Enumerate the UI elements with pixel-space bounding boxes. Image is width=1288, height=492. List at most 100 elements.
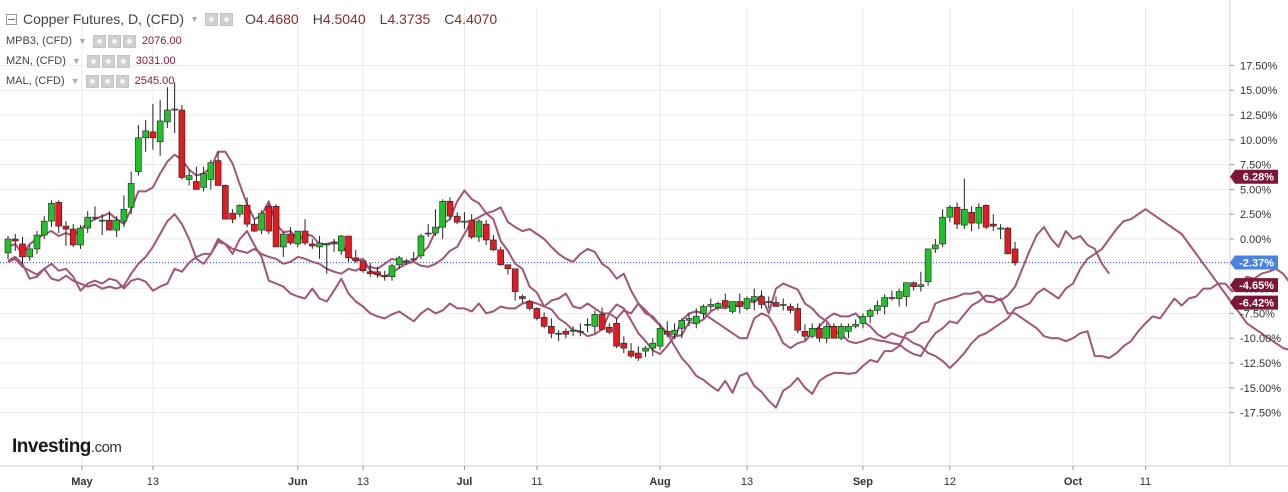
settings-icon[interactable]: [107, 34, 121, 48]
overlay-line: [7, 150, 1111, 358]
candle-body: [548, 325, 555, 334]
candle: [280, 232, 287, 257]
settings-icon[interactable]: [100, 74, 114, 88]
candle: [866, 308, 874, 324]
candle: [627, 343, 635, 359]
candle: [758, 290, 765, 309]
y-tick-label: 12.50%: [1240, 110, 1278, 122]
overlay-name[interactable]: MPB3, (CFD): [6, 35, 72, 47]
candle: [48, 200, 55, 228]
time-axis[interactable]: May 13 Jun 13 Jul 11 Aug 13 Sep 12 Oct 11: [71, 466, 1151, 488]
settings-icon[interactable]: [219, 12, 233, 26]
main-symbol-legend[interactable]: Copper Futures, D, (CFD) ▼ O4.4680 H4.50…: [6, 10, 497, 28]
x-tick-label: Oct: [1064, 476, 1083, 488]
visibility-toggle-icon[interactable]: [85, 74, 99, 88]
candle: [765, 296, 773, 309]
candle: [816, 323, 823, 343]
overlay-legend-mpb3[interactable]: MPB3, (CFD) ▼ 2076.00: [6, 32, 182, 50]
remove-icon[interactable]: [116, 54, 130, 68]
main-symbol-name[interactable]: Copper Futures, D, (CFD): [23, 11, 185, 27]
candle: [743, 296, 751, 311]
candle-body: [1004, 227, 1012, 255]
candle-body: [671, 329, 678, 335]
candle: [729, 301, 736, 314]
candle: [243, 197, 251, 228]
candle-body: [417, 235, 425, 257]
candle: [106, 211, 113, 231]
candle: [700, 304, 707, 319]
overlay-name[interactable]: MZN, (CFD): [6, 55, 66, 67]
price-axis[interactable]: 17.50% 15.00% 12.50% 10.00% 7.50% 5.00% 2.50% 0…: [1230, 60, 1281, 420]
overlay-legend-mzn[interactable]: MZN, (CFD) ▼ 3031.00: [6, 52, 176, 70]
candle-body: [939, 216, 946, 245]
y-tick-label: 17.50%: [1240, 60, 1278, 72]
candle: [11, 234, 19, 251]
dropdown-caret-icon[interactable]: ▼: [71, 56, 81, 66]
remove-icon[interactable]: [115, 74, 129, 88]
candle-body: [40, 220, 48, 236]
candle-body: [729, 301, 736, 312]
candle: [69, 224, 77, 247]
overlay-name[interactable]: MAL, (CFD): [6, 75, 65, 87]
y-tick-label: 7.50%: [1240, 160, 1271, 172]
candle-body: [482, 223, 490, 241]
candle-body: [707, 304, 715, 307]
candle-body: [258, 212, 265, 231]
candle: [678, 318, 686, 339]
candle: [852, 319, 859, 329]
collapse-legend-icon[interactable]: [6, 13, 17, 25]
candle: [606, 323, 613, 335]
candle: [388, 263, 396, 281]
candle: [323, 243, 331, 274]
candle-body: [852, 324, 859, 327]
candle-body: [750, 296, 758, 301]
candle: [946, 205, 954, 223]
overlay-line: [7, 206, 1288, 369]
visibility-toggle-icon[interactable]: [86, 54, 100, 68]
candle-body: [337, 235, 345, 252]
overlay-legend-mal[interactable]: MAL, (CFD) ▼ 2545.00: [6, 72, 174, 90]
candle: [721, 293, 729, 309]
open-value: 4.4680: [255, 11, 299, 27]
x-tick-label: Sep: [853, 476, 873, 488]
price-tag: -4.65%: [1230, 278, 1278, 293]
candle: [113, 216, 120, 238]
candle: [19, 237, 26, 264]
y-tick-label: -10.00%: [1240, 333, 1281, 345]
x-tick-label: May: [71, 476, 93, 488]
settings-icon[interactable]: [101, 54, 115, 68]
candle-body: [77, 227, 84, 246]
close-value: 4.4070: [454, 11, 498, 27]
y-tick-label: 0.00%: [1240, 234, 1271, 246]
candle: [337, 235, 345, 255]
candle: [577, 323, 584, 337]
candle-body: [808, 327, 816, 337]
candle-body: [229, 212, 236, 220]
candle: [620, 336, 628, 354]
candle-body: [388, 265, 396, 277]
dropdown-caret-icon[interactable]: ▼: [70, 76, 80, 86]
high-value: 4.5040: [322, 11, 366, 27]
dropdown-caret-icon[interactable]: ▼: [78, 36, 87, 46]
candle-body: [511, 268, 519, 292]
dropdown-caret-icon[interactable]: ▼: [190, 14, 199, 24]
candle-body: [352, 257, 360, 262]
visibility-toggle-icon[interactable]: [92, 34, 106, 48]
remove-icon[interactable]: [122, 34, 136, 48]
candle: [142, 119, 149, 152]
candle: [823, 323, 830, 344]
visibility-toggle-icon[interactable]: [204, 12, 218, 26]
x-tick-label: 13: [357, 476, 369, 488]
candle-body: [214, 160, 222, 186]
candle-body: [953, 206, 961, 225]
candle: [439, 199, 447, 239]
candle-body: [714, 303, 722, 308]
candle: [164, 87, 171, 128]
candle-body: [69, 228, 77, 246]
candle-body: [222, 185, 229, 220]
candle-body: [903, 282, 910, 297]
candle-body: [678, 320, 686, 329]
candle-body: [366, 271, 374, 275]
candle-body: [569, 329, 577, 332]
